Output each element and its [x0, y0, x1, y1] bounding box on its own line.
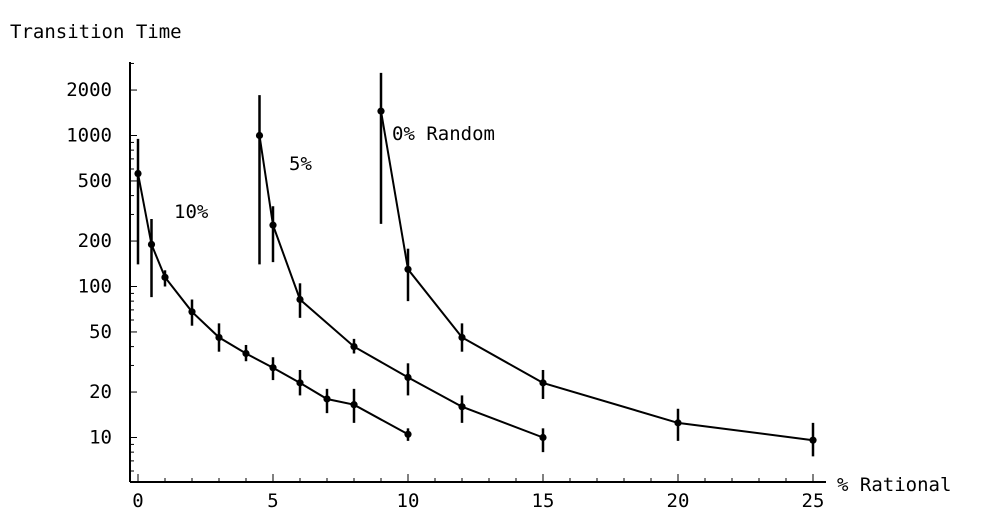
series-2 — [377, 72, 817, 457]
data-point — [458, 403, 466, 411]
x-tick-label: 25 — [802, 490, 825, 510]
data-point — [674, 419, 682, 427]
data-point — [296, 295, 304, 304]
data-point — [809, 436, 817, 444]
data-point — [242, 349, 250, 358]
data-point — [377, 107, 385, 115]
data-point — [539, 379, 547, 387]
series-label-10pct: 10% — [174, 201, 209, 223]
y-tick-label: 10 — [89, 427, 112, 449]
y-tick-label: 50 — [89, 321, 112, 343]
series-1 — [255, 95, 547, 453]
data-point — [134, 169, 142, 178]
series-label-5pct: 5% — [289, 153, 312, 175]
data-point — [404, 373, 412, 382]
data-point — [404, 265, 412, 273]
x-tick-label: 10 — [397, 490, 420, 510]
y-tick-label: 200 — [78, 230, 112, 252]
y-tick-label: 2000 — [66, 79, 112, 101]
y-axis-title: Transition Time — [10, 21, 182, 43]
data-point — [269, 221, 277, 229]
series-layer — [134, 72, 817, 457]
series-0 — [134, 138, 412, 441]
data-point — [539, 433, 547, 442]
series-line — [380, 110, 814, 442]
data-point — [350, 401, 358, 409]
data-point — [350, 342, 358, 351]
data-point — [147, 240, 156, 249]
data-point — [296, 379, 304, 387]
data-point — [404, 430, 412, 438]
y-tick-label: 20 — [89, 381, 112, 403]
data-point — [188, 308, 196, 316]
data-point — [458, 333, 466, 342]
ticks-layer: 10 20 50 100 200 500 1000 2000 0 5 10 15 20 25 — [66, 62, 825, 510]
x-tick-label: 0 — [132, 490, 143, 510]
series-line — [258, 135, 544, 439]
x-tick-label: 20 — [667, 490, 690, 510]
data-point — [255, 131, 264, 140]
y-tick-label: 500 — [78, 170, 112, 192]
x-tick-label: 15 — [532, 490, 555, 510]
y-tick-label: 1000 — [66, 125, 112, 147]
series-label-0pct-random: 0% Random — [392, 123, 495, 145]
x-axis-title: % Rational — [837, 474, 951, 496]
x-tick-label: 5 — [267, 490, 278, 510]
y-tick-label: 100 — [78, 276, 112, 298]
data-point — [269, 364, 277, 372]
data-point — [215, 333, 223, 342]
data-point — [161, 273, 169, 281]
data-point — [323, 395, 331, 403]
